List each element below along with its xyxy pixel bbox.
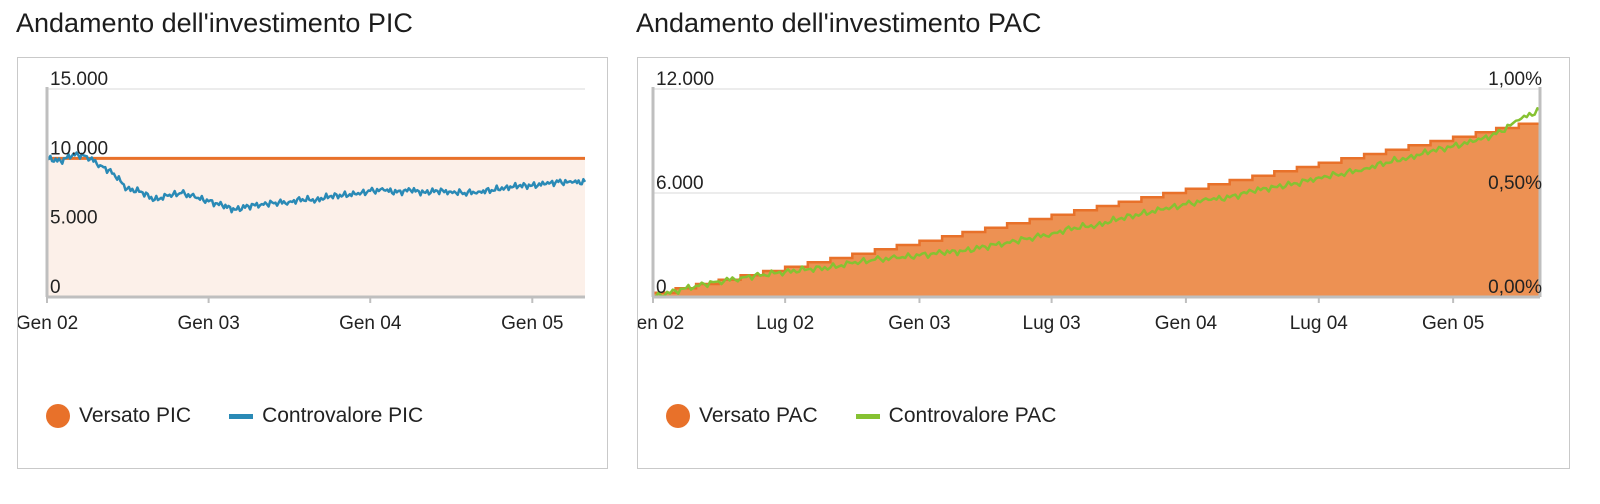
pac-series-versato-pac-line [653, 122, 1540, 294]
pac-x-tick-label-1: Lug 02 [756, 313, 814, 334]
pac-y2-tick-label-1: 0,50% [1488, 173, 1542, 194]
pac-y-tick-label-0: 0 [656, 277, 667, 298]
pac-x-tick-label-4: Gen 04 [1155, 313, 1218, 334]
pac-legend: Versato PAC Controvalore PAC [666, 404, 1056, 428]
pic-series-versato-pic-area [47, 158, 585, 297]
pic-series-controvalore-pic-line [46, 151, 587, 214]
pac-chart-plot: 0 6.000 12.000 0,00% 0,50% 1,00% Gen 02 Lug 02 G… [638, 69, 1542, 334]
pac-x-tick-label-0: Gen 02 [638, 313, 684, 334]
versato-pic-legend-dot [46, 404, 70, 428]
pac-y-tick-label-1: 6.000 [656, 173, 704, 194]
pic-chart-panel: 0 5.000 10.000 15.000 Gen 02 Gen 03 Gen 04 Gen … [17, 57, 608, 469]
pic-x-tick-label-2: Gen 04 [339, 313, 402, 334]
controvalore-pic-legend-line [229, 413, 254, 419]
pac-x-tick-label-3: Lug 03 [1023, 313, 1081, 334]
versato-pac-legend-label: Versato PAC [699, 404, 818, 427]
pac-series-controvalore-pac-line [652, 107, 1541, 299]
pac-x-tick-label-2: Gen 03 [888, 313, 950, 334]
pic-chart-title: Andamento dell'investimento PIC [16, 8, 413, 38]
pac-y2-tick-label-0: 0,00% [1488, 277, 1542, 298]
pac-y-tick-label-2: 12.000 [656, 69, 714, 90]
controvalore-pac-legend-line [855, 413, 880, 419]
pac-chart-panel: 0 6.000 12.000 0,00% 0,50% 1,00% Gen 02 Lug 02 G… [637, 57, 1570, 469]
versato-pic-legend-label: Versato PIC [79, 404, 192, 427]
pic-x-tick-label-0: Gen 02 [18, 313, 78, 334]
pac-chart-title: Andamento dell'investimento PAC [636, 8, 1042, 38]
versato-pac-legend-dot [666, 404, 690, 428]
controvalore-pac-legend-label: Controvalore PAC [888, 404, 1057, 427]
pac-x-tick-label-5: Lug 04 [1290, 313, 1349, 334]
pic-y-tick-label-1: 5.000 [50, 208, 98, 229]
pac-y2-tick-label-2: 1,00% [1488, 69, 1542, 90]
pic-x-tick-label-3: Gen 05 [501, 313, 563, 334]
controvalore-pic-legend-label: Controvalore PIC [262, 404, 424, 427]
pic-chart-plot: 0 5.000 10.000 15.000 Gen 02 Gen 03 Gen 04 Gen … [18, 69, 587, 334]
pac-x-tick-label-6: Gen 05 [1422, 313, 1484, 334]
pic-y-tick-label-3: 15.000 [50, 69, 108, 90]
pic-y-tick-label-2: 10.000 [50, 138, 108, 159]
pic-x-tick-label-1: Gen 03 [177, 313, 239, 334]
pic-legend: Versato PIC Controvalore PIC [46, 404, 423, 428]
pic-y-tick-label-0: 0 [50, 277, 61, 298]
